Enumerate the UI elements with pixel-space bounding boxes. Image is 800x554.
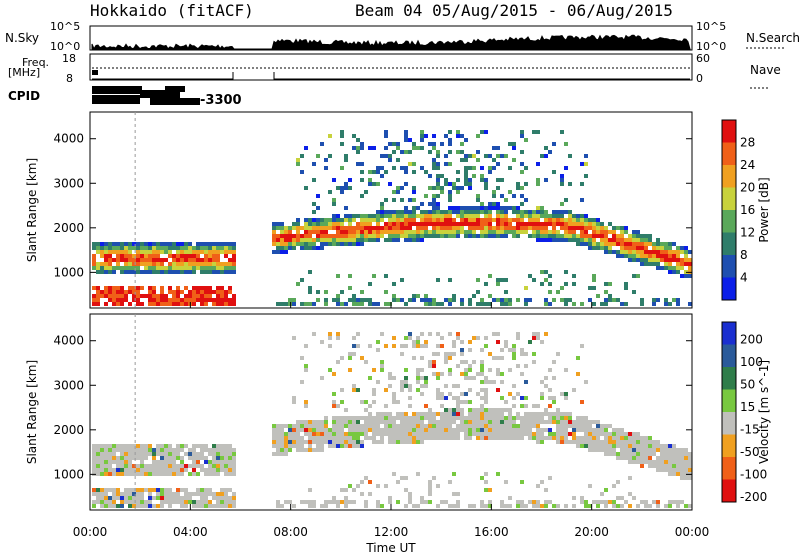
- colorbar-label: Power [dB]: [757, 177, 771, 242]
- y-axis-label: Slant Range [km]: [25, 158, 39, 262]
- colorbar-segment: [722, 142, 736, 165]
- nsearch-tick-max: 10^5: [696, 20, 726, 33]
- velocity-panel: 1000 2000 3000 4000 Slant Range [km] 00:00 04:…: [25, 313, 771, 554]
- freq-tick-max: 18: [62, 52, 76, 65]
- colorbar-tick-label: 20: [740, 181, 755, 195]
- x-tick-label: 12:00: [374, 525, 409, 539]
- y-tick-label: 3000: [53, 378, 84, 392]
- colorbar-tick-label: 200: [740, 332, 763, 346]
- colorbar-segment: [722, 457, 736, 480]
- colorbar-tick-label: 100: [740, 355, 763, 369]
- x-tick-label: 00:00: [675, 525, 710, 539]
- cpid-label: CPID: [8, 89, 40, 103]
- y-tick-label: 1000: [53, 265, 84, 279]
- colorbar-segment: [722, 120, 736, 143]
- nsearch-label: N.Search: [746, 31, 800, 45]
- colorbar-tick-label: -100: [740, 467, 767, 481]
- colorbar-segment: [722, 187, 736, 210]
- colorbar-tick-label: -200: [740, 490, 767, 504]
- colorbar-segment: [722, 165, 736, 188]
- colorbar-tick-label: 16: [740, 203, 755, 217]
- x-axis-label: Time UT: [365, 541, 416, 554]
- cpid-value: -3300: [200, 93, 242, 108]
- colorbar-tick-label: 15: [740, 400, 755, 414]
- y-tick-label: 3000: [53, 176, 84, 190]
- colorbar-segment: [722, 322, 736, 345]
- y-tick-label: 2000: [53, 423, 84, 437]
- nave-tick-min: 0: [696, 72, 703, 85]
- y-tick-label: 2000: [53, 221, 84, 235]
- x-tick-label: 20:00: [574, 525, 609, 539]
- colorbar-tick-label: 4: [740, 271, 748, 285]
- colorbar-segment: [722, 367, 736, 390]
- freq-panel: [89, 53, 770, 89]
- freq-label: Freq.: [22, 56, 49, 69]
- x-tick-label: 08:00: [273, 525, 308, 539]
- colorbar-tick-label: 50: [740, 377, 755, 391]
- nsky-label: N.Sky: [5, 31, 39, 45]
- colorbar-segment: [722, 344, 736, 367]
- x-tick-label: 04:00: [173, 525, 208, 539]
- x-tick-label: 00:00: [73, 525, 108, 539]
- chart-title: Hokkaido (fitACF): [90, 1, 254, 20]
- chart-subtitle: Beam 04 05/Aug/2015 - 06/Aug/2015: [355, 1, 673, 20]
- colorbar-segment: [722, 232, 736, 255]
- colorbar-segment: [722, 255, 736, 278]
- colorbar-segment: [722, 389, 736, 412]
- x-tick-label: 16:00: [474, 525, 509, 539]
- colorbar-label: Velocity [m s^-1]: [757, 360, 771, 464]
- colorbar-tick-label: 28: [740, 136, 755, 150]
- colorbar-segment: [722, 277, 736, 300]
- y-tick-label: 1000: [53, 467, 84, 481]
- freq-tick-min: 8: [66, 72, 73, 85]
- nave-tick-max: 60: [696, 52, 710, 65]
- nave-label: Nave: [750, 63, 781, 77]
- colorbar-tick-label: 8: [740, 248, 748, 262]
- colorbar-segment: [722, 210, 736, 233]
- nsky-tick-max: 10^5: [50, 20, 80, 33]
- cpid-blocks: [92, 86, 200, 105]
- colorbar-tick-label: -15: [740, 422, 760, 436]
- colorbar-segment: [722, 412, 736, 435]
- freq-unit-label: [MHz]: [8, 66, 40, 79]
- colorbar-segment: [722, 479, 736, 502]
- colorbar-segment: [722, 434, 736, 457]
- colorbar-tick-label: 24: [740, 158, 755, 172]
- y-tick-label: 4000: [53, 132, 84, 146]
- nsearch-tick-min: 10^0: [696, 40, 726, 53]
- colorbar-tick-label: 12: [740, 226, 755, 240]
- y-tick-label: 4000: [53, 334, 84, 348]
- power-panel: 1000 2000 3000 4000 Slant Range [km] 4 8 12 16 20…: [25, 111, 771, 309]
- colorbar-tick-label: -50: [740, 445, 760, 459]
- nsky-panel: [89, 25, 786, 51]
- y-axis-label: Slant Range [km]: [25, 360, 39, 464]
- nsky-tick-min: 10^0: [50, 40, 80, 53]
